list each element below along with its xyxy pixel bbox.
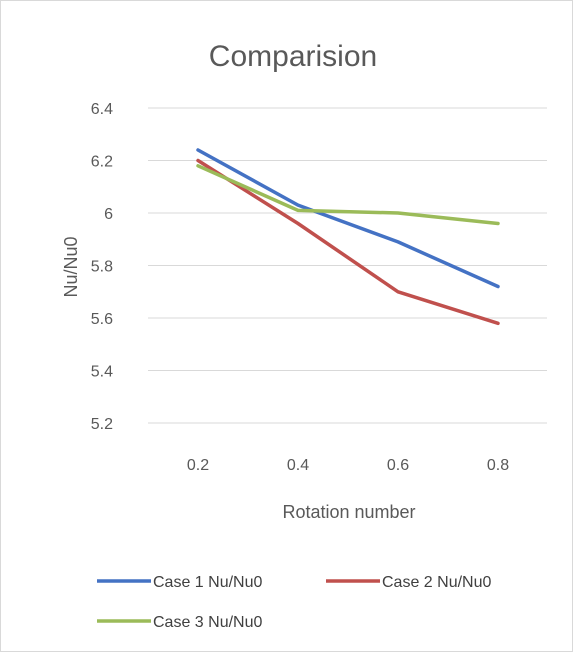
y-tick-label: 5.8 [91, 259, 113, 276]
series-lines [196, 148, 500, 326]
legend-label: Case 2 Nu/Nu0 [382, 574, 491, 591]
y-tick-label: 6.4 [91, 101, 113, 118]
x-tick-label: 0.6 [387, 457, 409, 474]
chart-title: Comparision [209, 40, 377, 73]
y-tick-label: 5.4 [91, 364, 113, 381]
y-axis-title: Nu/Nu0 [61, 236, 81, 297]
x-tick-label: 0.2 [187, 457, 209, 474]
y-tick-label: 5.2 [91, 416, 113, 433]
y-axis-ticks: 5.2 5.4 5.6 5.8 6 6.2 6.4 [91, 101, 113, 433]
x-axis-ticks: 0.2 0.4 0.6 0.8 [187, 457, 509, 474]
series-line-case-1 [196, 148, 500, 289]
x-tick-label: 0.4 [287, 457, 309, 474]
x-tick-label: 0.8 [487, 457, 509, 474]
legend: Case 1 Nu/Nu0 Case 2 Nu/Nu0 Case 3 Nu/Nu0 [97, 574, 491, 631]
y-tick-label: 5.6 [91, 311, 113, 328]
series-line-case-3 [196, 164, 500, 226]
legend-label: Case 1 Nu/Nu0 [153, 574, 262, 591]
y-tick-label: 6.2 [91, 154, 113, 171]
y-tick-label: 6 [104, 206, 113, 223]
series-line-case-2 [196, 158, 500, 326]
legend-label: Case 3 Nu/Nu0 [153, 614, 262, 631]
x-axis-title: Rotation number [282, 502, 415, 522]
